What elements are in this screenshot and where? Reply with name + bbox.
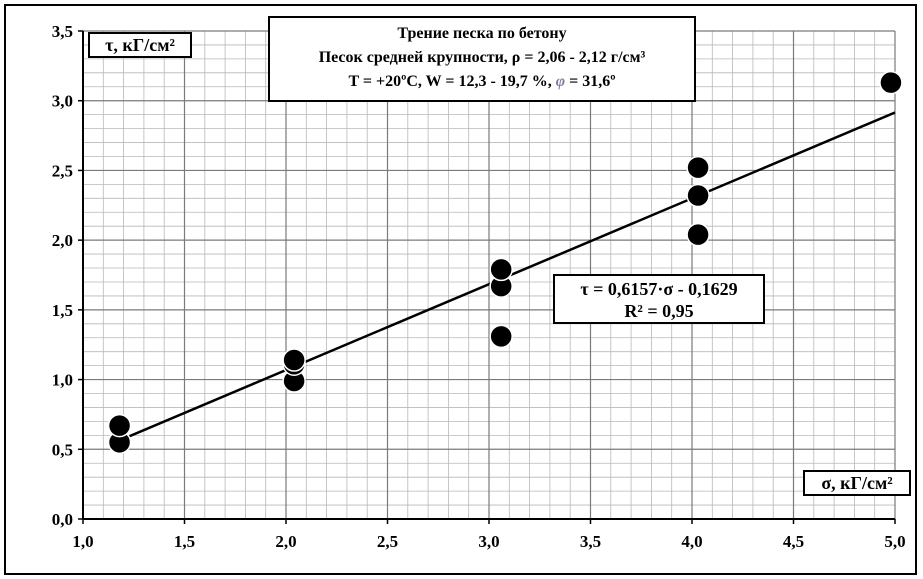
- y-tick-label: 2,5: [52, 161, 73, 180]
- x-tick-label: 1,0: [72, 532, 93, 551]
- title-conditions: T = +20ºC, W = 12,3 - 19,7 %,: [348, 73, 556, 90]
- x-tick-label: 3,0: [478, 532, 499, 551]
- data-point: [686, 222, 710, 247]
- y-tick-label: 1,0: [52, 371, 73, 390]
- data-point: [489, 257, 513, 282]
- y-tick-label: 0,0: [52, 510, 73, 529]
- trendline-equation-box: τ = 0,6157·σ - 0,1629 R² = 0,95: [553, 274, 765, 324]
- chart-frame: [4, 4, 917, 575]
- data-point: [686, 183, 710, 208]
- x-tick-label: 1,5: [174, 532, 195, 551]
- r-squared-label: R² = 0,95: [624, 301, 694, 321]
- chart-title-line-3: T = +20ºC, W = 12,3 - 19,7 %, φ = 31,6º: [270, 70, 694, 94]
- x-axis-label: σ, кГ/см²: [803, 470, 911, 496]
- x-tick-label: 3,5: [580, 532, 601, 551]
- data-point: [489, 324, 513, 349]
- axes: [78, 30, 896, 524]
- x-tick-label: 4,0: [681, 532, 702, 551]
- chart-title-line-1: Трение песка по бетону: [397, 25, 567, 42]
- chart-title-box: Трение песка по бетону Песок средней кру…: [268, 16, 696, 102]
- y-tick-label: 3,0: [52, 92, 73, 111]
- y-tick-label: 2,0: [52, 231, 73, 250]
- x-tick-label: 2,0: [275, 532, 296, 551]
- friction-angle-value: = 31,6º: [565, 73, 616, 90]
- y-axis-label: τ, кГ/см²: [88, 32, 192, 58]
- data-points: [107, 70, 903, 455]
- x-tick-label: 4,5: [783, 532, 804, 551]
- data-point: [686, 155, 710, 180]
- y-tick-label: 0,5: [52, 440, 73, 459]
- phi-symbol: φ: [555, 73, 566, 90]
- chart-title-line-2: Песок средней крупности, ρ = 2,06 - 2,12…: [318, 49, 646, 66]
- tick-labels: 1,0 1,5 2,0 2,5 3,0 3,5 4,0 4,5 5,0 0,0 0,5 1,0 1,5 2…: [52, 22, 906, 551]
- y-tick-label: 1,5: [52, 301, 73, 320]
- x-tick-label: 2,5: [377, 532, 398, 551]
- data-point: [282, 348, 306, 372]
- y-tick-label: 3,5: [52, 22, 73, 41]
- data-point: [107, 413, 132, 438]
- x-tick-label: 5,0: [884, 532, 905, 551]
- trendline-equation: τ = 0,6157·σ - 0,1629: [580, 279, 738, 299]
- data-point: [879, 70, 903, 95]
